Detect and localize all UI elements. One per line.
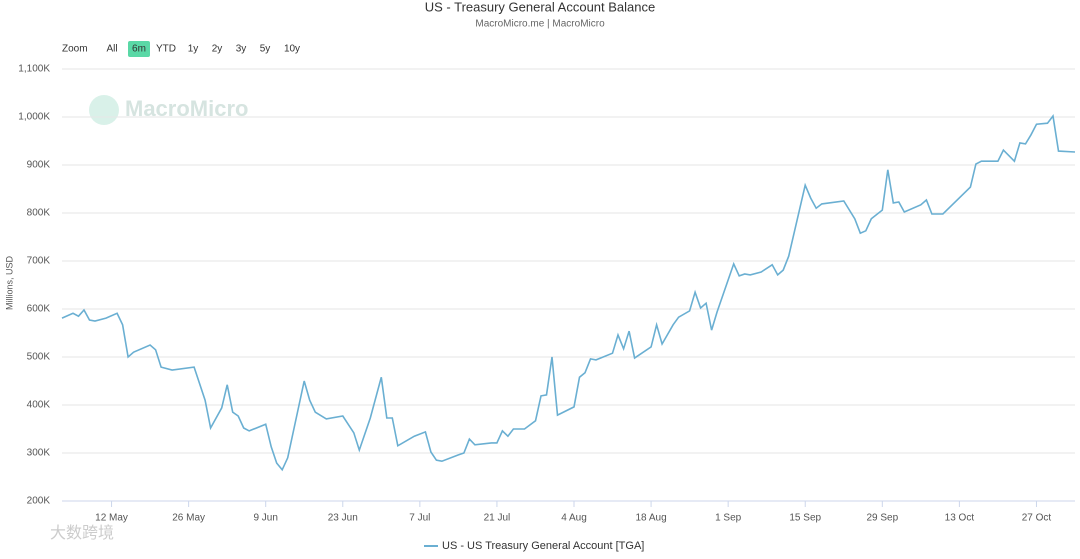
y-tick-label: 400K [27, 400, 51, 411]
y-tick-label: 300K [27, 448, 51, 459]
y-tick-label: 1,100K [18, 64, 50, 75]
x-tick-label: 15 Sep [789, 513, 821, 524]
zoom-label: Zoom [62, 44, 88, 55]
y-tick-label: 900K [27, 160, 51, 171]
x-tick-label: 12 May [95, 513, 128, 524]
legend-label: US - US Treasury General Account [TGA] [442, 540, 644, 552]
chart-title: US - Treasury General Account Balance [425, 0, 656, 14]
x-tick-label: 23 Jun [328, 513, 358, 524]
x-tick-label: 21 Jul [484, 513, 511, 524]
y-tick-label: 1,000K [18, 112, 50, 123]
x-tick-label: 27 Oct [1022, 513, 1052, 524]
range-button[interactable]: 3y [236, 44, 247, 55]
x-tick-label: 26 May [172, 513, 205, 524]
chart-subtitle: MacroMicro.me | MacroMicro [475, 19, 605, 30]
range-button[interactable]: YTD [156, 44, 176, 55]
range-button[interactable]: 2y [212, 44, 223, 55]
y-tick-label: 600K [27, 304, 51, 315]
range-button[interactable]: All [106, 44, 117, 55]
x-tick-label: 7 Jul [409, 513, 430, 524]
x-tick-label: 1 Sep [715, 513, 742, 524]
line [61, 114, 1076, 472]
x-tick-label: 18 Aug [636, 513, 667, 524]
y-axis-label: Millions, USD [4, 255, 14, 310]
x-tick-label: 29 Sep [866, 513, 898, 524]
range-button[interactable]: 6m [132, 44, 146, 55]
x-tick-label: 13 Oct [945, 513, 975, 524]
y-tick-label: 200K [27, 496, 51, 507]
y-tick-label: 500K [27, 352, 51, 363]
range-button[interactable]: 5y [260, 44, 271, 55]
x-tick-label: 9 Jun [253, 513, 277, 524]
range-button[interactable]: 10y [284, 44, 300, 55]
range-button-selected [128, 41, 150, 57]
range-button[interactable]: 1y [188, 44, 199, 55]
corner-watermark: 大数跨境 [50, 523, 114, 542]
y-tick-label: 700K [27, 256, 51, 267]
x-tick-label: 4 Aug [561, 513, 587, 524]
watermark-logo [89, 95, 119, 125]
y-tick-label: 800K [27, 208, 51, 219]
